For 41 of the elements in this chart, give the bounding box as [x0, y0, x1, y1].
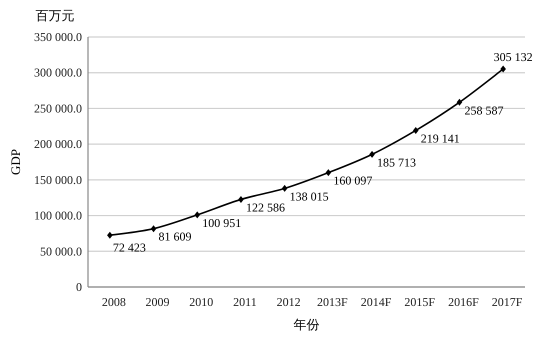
x-tick-label: 2014F [360, 295, 392, 309]
y-tick-label: 50 000.0 [40, 244, 82, 258]
point [107, 232, 113, 239]
point [412, 126, 419, 134]
data-label: 185 713 [377, 155, 416, 170]
y-tick-label: 100 000.0 [34, 208, 82, 223]
x-tick-label: 2016F [448, 295, 480, 309]
point [150, 225, 156, 232]
y-tick-label: 0 [76, 280, 82, 294]
text: 百万元 [36, 8, 74, 23]
point [500, 66, 506, 73]
y-tick-label: 350 000.0 [34, 30, 82, 44]
y-tick-label: 200 000.0 [34, 137, 82, 152]
data-label: 81 609 [158, 230, 192, 244]
x-tick-label: 2009 [146, 295, 170, 309]
data-label: 305 132 [494, 50, 533, 64]
x-tick-label: 2017F [492, 295, 523, 309]
y-tick-label: 250 000.0 [34, 101, 82, 116]
x-axis-title: 年份 [294, 317, 320, 332]
data-label: 258 587 [464, 103, 504, 118]
x-tick-label: 2008 [102, 295, 126, 309]
x-tick-label: 2011 [233, 295, 257, 309]
data-label: 160 097 [333, 174, 372, 188]
point [456, 98, 462, 106]
point [282, 184, 288, 192]
point [326, 169, 332, 176]
data-label: 72 423 [112, 240, 146, 254]
x-tick-label: 2010 [189, 295, 214, 309]
x-tick-label: 2015F [404, 295, 436, 309]
x-tick-label: 2012 [276, 295, 301, 309]
data-label: 122 586 [246, 200, 285, 214]
y-tick-label: 150 000.0 [34, 172, 82, 187]
point [238, 196, 244, 203]
y-tick-label: 300 000.0 [34, 66, 82, 80]
data-label: 219 141 [420, 131, 460, 146]
x-tick-label: 2013F [317, 295, 348, 309]
data-label: 138 015 [290, 189, 329, 204]
point [194, 211, 200, 218]
point [369, 150, 375, 158]
data-label: 100 951 [202, 216, 242, 230]
y-axis-title: GDP [8, 148, 23, 176]
